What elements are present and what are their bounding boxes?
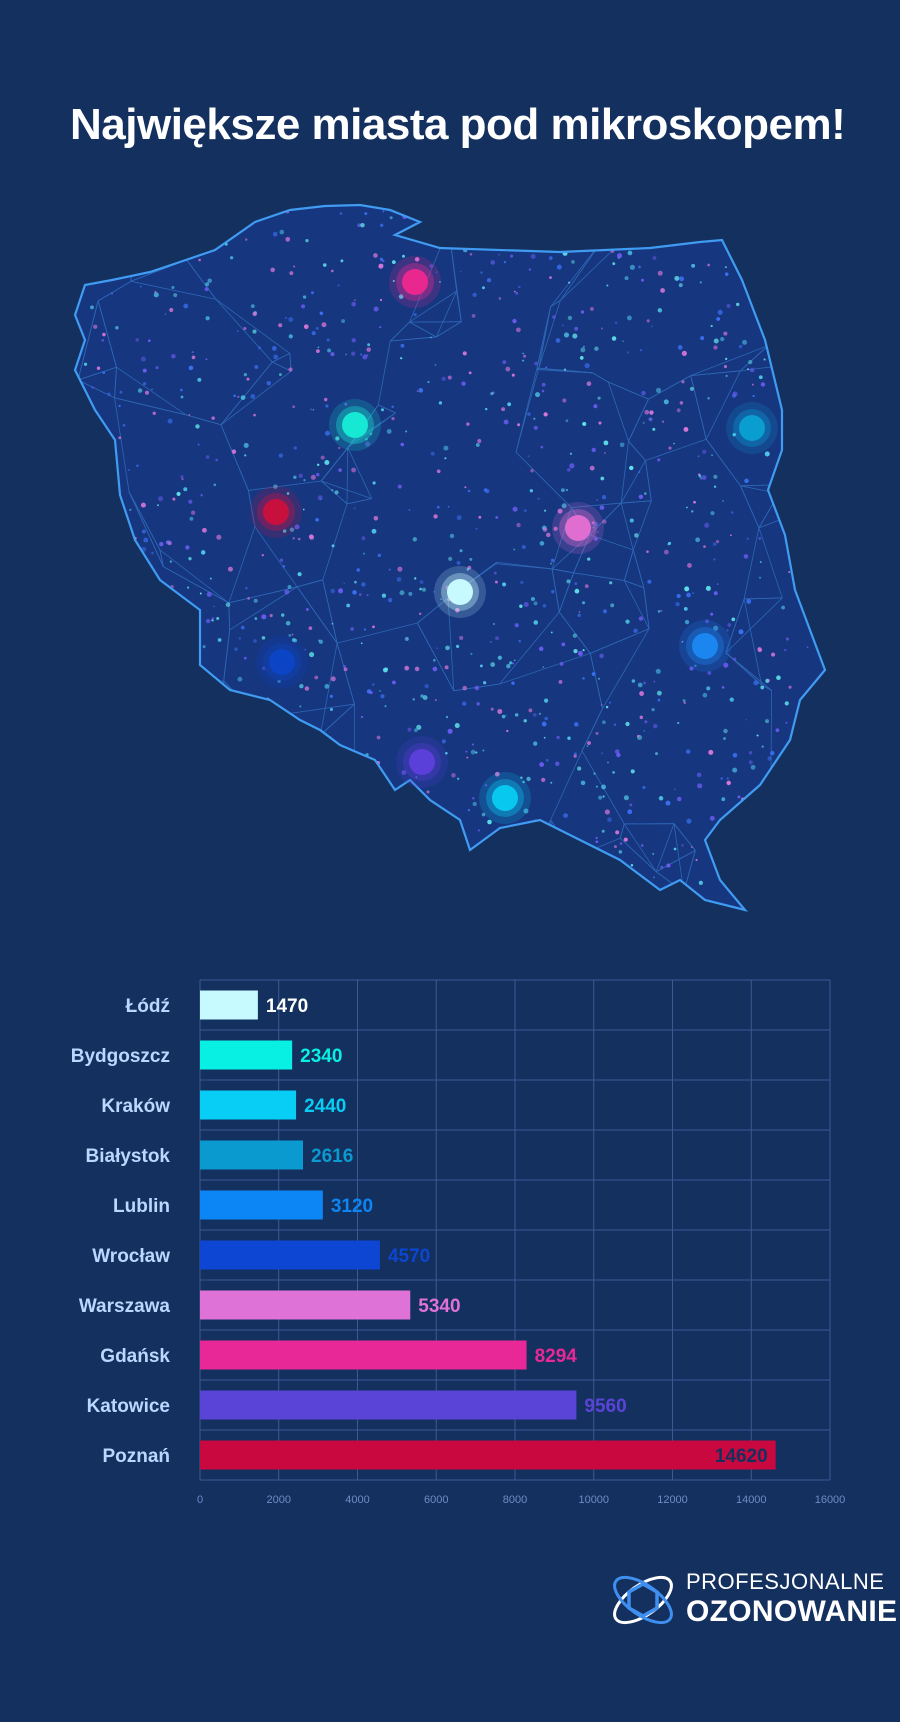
bar-value-label: 9560 [584,1396,626,1417]
category-label: Kraków [101,1096,170,1117]
category-label: Katowice [87,1396,170,1417]
city-marker [389,256,441,308]
category-label: Poznań [102,1446,170,1467]
city-marker [434,566,486,618]
x-tick-label: 4000 [345,1494,369,1506]
poland-map [73,203,827,912]
category-label: Lublin [113,1196,170,1217]
city-marker [679,620,731,672]
logo-line-2: OZONOWANIE [686,1595,898,1628]
city-marker [726,402,778,454]
bar [200,1290,411,1320]
category-label: Bydgoszcz [71,1046,170,1067]
city-marker [256,636,308,688]
city-markers [250,256,778,824]
bar [200,1090,297,1120]
ozone-logo-icon [613,1575,673,1625]
x-tick-label: 16000 [815,1494,846,1506]
x-tick-label: 8000 [503,1494,527,1506]
map-network [75,205,825,910]
x-tick-label: 14000 [736,1494,767,1506]
page-title: Największe miasta pod mikroskopem! [70,100,846,149]
bar-value-label: 14620 [715,1446,768,1467]
poland-outline [73,203,827,912]
bar [200,1240,380,1270]
bar-value-label: 2616 [311,1146,353,1167]
city-marker [250,486,302,538]
bar [200,1190,323,1220]
x-tick-label: 6000 [424,1494,448,1506]
chart-bars: 1470 2340 2440 2616 3120 4570 5340 8294 9560 1462… [200,990,776,1470]
y-axis-labels: Łódź Bydgoszcz Kraków Białystok Lublin Wrocła… [71,996,171,1467]
bar-value-label: 4570 [388,1246,430,1267]
bar [200,1340,527,1370]
city-marker [552,502,604,554]
city-marker [396,736,448,788]
logo-line-1: PROFESJONALNE [686,1569,885,1594]
bar-value-label: 5340 [418,1296,460,1317]
bar [200,1040,293,1070]
category-label: Wrocław [92,1246,170,1267]
x-axis-ticks: 0 2000 4000 6000 8000 10000 12000 14000 16000 [197,1494,845,1506]
category-label: Gdańsk [100,1346,170,1367]
bar [200,1140,304,1170]
bar [200,990,258,1020]
category-label: Białystok [86,1146,171,1167]
category-label: Warszawa [79,1296,171,1317]
bar-value-label: 3120 [331,1196,373,1217]
bar-chart: 1470 2340 2440 2616 3120 4570 5340 8294 9560 1462… [71,979,845,1506]
city-marker [329,399,381,451]
city-marker [479,772,531,824]
bar [200,1440,776,1470]
bar-value-label: 2340 [300,1046,342,1067]
bar [200,1390,577,1420]
category-label: Łódź [126,996,170,1017]
x-tick-label: 2000 [267,1494,291,1506]
bar-value-label: 1470 [266,996,308,1017]
brand-logo: PROFESJONALNE OZONOWANIE [606,1563,897,1643]
x-tick-label: 0 [197,1494,203,1506]
bar-value-label: 2440 [304,1096,346,1117]
x-tick-label: 12000 [657,1494,688,1506]
x-tick-label: 10000 [578,1494,609,1506]
bar-value-label: 8294 [535,1346,578,1367]
